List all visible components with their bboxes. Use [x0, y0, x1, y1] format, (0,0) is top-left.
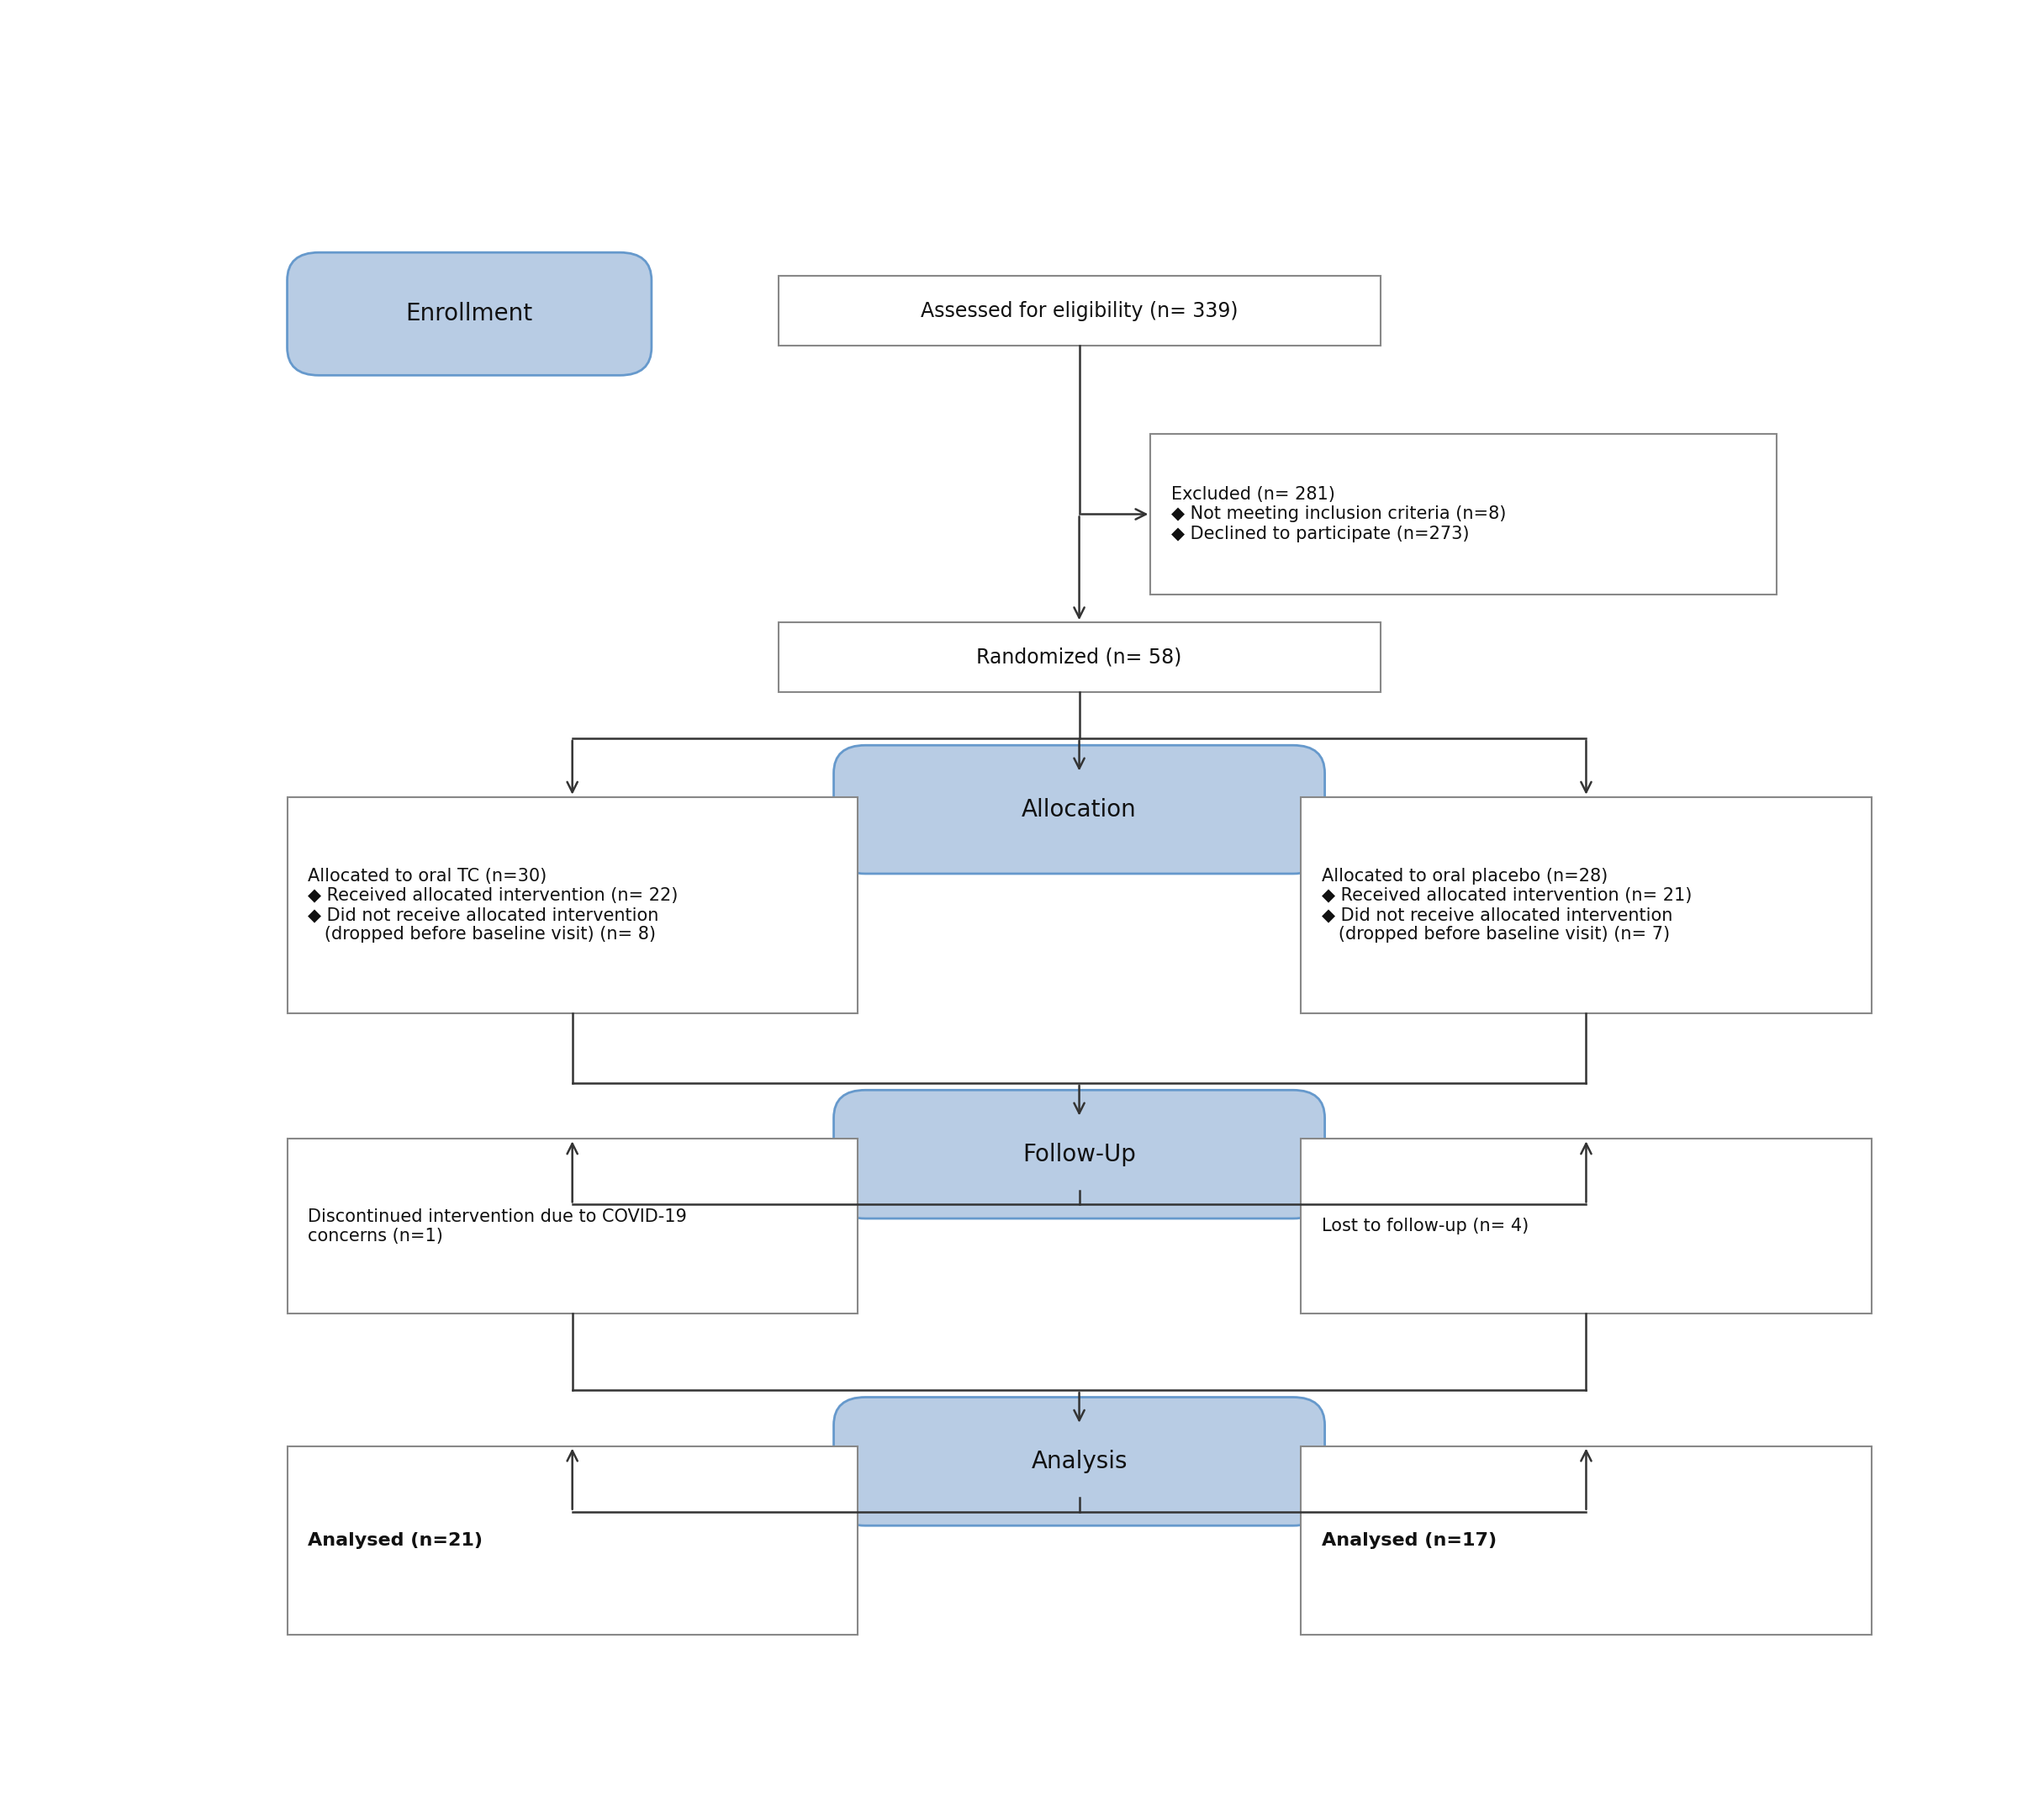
Text: Randomized (n= 58): Randomized (n= 58) — [977, 647, 1181, 667]
Text: Allocated to oral TC (n=30)
◆ Received allocated intervention (n= 22)
◆ Did not : Allocated to oral TC (n=30) ◆ Received a… — [309, 867, 679, 943]
Text: Assessed for eligibility (n= 339): Assessed for eligibility (n= 339) — [920, 301, 1239, 321]
Text: Allocated to oral placebo (n=28)
◆ Received allocated intervention (n= 21)
◆ Did: Allocated to oral placebo (n=28) ◆ Recei… — [1322, 867, 1692, 943]
FancyBboxPatch shape — [286, 798, 858, 1013]
FancyBboxPatch shape — [286, 1447, 858, 1635]
FancyBboxPatch shape — [286, 1139, 858, 1313]
FancyBboxPatch shape — [834, 1398, 1325, 1525]
FancyBboxPatch shape — [834, 1090, 1325, 1218]
FancyBboxPatch shape — [779, 622, 1380, 693]
FancyBboxPatch shape — [1302, 1139, 1872, 1313]
Text: Analysed (n=17): Analysed (n=17) — [1322, 1532, 1496, 1548]
Text: Lost to follow-up (n= 4): Lost to follow-up (n= 4) — [1322, 1218, 1529, 1235]
FancyBboxPatch shape — [1302, 1447, 1872, 1635]
Text: Discontinued intervention due to COVID-19
concerns (n=1): Discontinued intervention due to COVID-1… — [309, 1207, 687, 1244]
FancyBboxPatch shape — [1302, 798, 1872, 1013]
Text: Excluded (n= 281)
◆ Not meeting inclusion criteria (n=8)
◆ Declined to participa: Excluded (n= 281) ◆ Not meeting inclusio… — [1171, 486, 1506, 542]
FancyBboxPatch shape — [834, 745, 1325, 874]
FancyBboxPatch shape — [286, 252, 652, 375]
Text: Enrollment: Enrollment — [407, 303, 533, 326]
FancyBboxPatch shape — [1151, 433, 1776, 595]
Text: Analysed (n=21): Analysed (n=21) — [309, 1532, 482, 1548]
Text: Allocation: Allocation — [1022, 798, 1136, 821]
Text: Follow-Up: Follow-Up — [1022, 1142, 1136, 1166]
Text: Analysis: Analysis — [1030, 1450, 1128, 1474]
FancyBboxPatch shape — [779, 276, 1380, 346]
